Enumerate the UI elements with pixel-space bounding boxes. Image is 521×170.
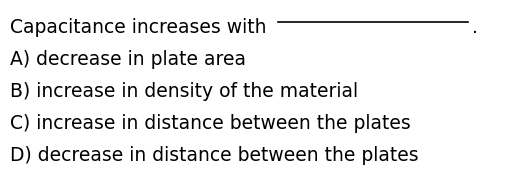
Text: .: . [472,18,478,37]
Text: D) decrease in distance between the plates: D) decrease in distance between the plat… [10,146,419,165]
Text: A) decrease in plate area: A) decrease in plate area [10,50,246,69]
Text: B) increase in density of the material: B) increase in density of the material [10,82,358,101]
Text: Capacitance increases with: Capacitance increases with [10,18,267,37]
Text: C) increase in distance between the plates: C) increase in distance between the plat… [10,114,411,133]
